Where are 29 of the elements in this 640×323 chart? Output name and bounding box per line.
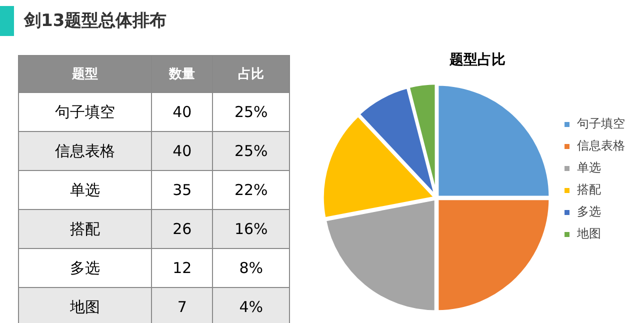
text: 22% xyxy=(212,170,290,210)
text: 12 xyxy=(152,248,213,288)
text: 26 xyxy=(152,210,213,248)
text: 35 xyxy=(152,170,213,210)
text: 单选 xyxy=(18,170,152,210)
text: 剑13题型总体排布 xyxy=(24,10,167,32)
text: 4% xyxy=(212,288,290,323)
chart-title: 题型占比 xyxy=(448,52,506,68)
text: 16% xyxy=(212,210,290,248)
legend-label: 多选 xyxy=(577,204,601,219)
text: 7 xyxy=(152,288,213,323)
legend-label: 句子填空 xyxy=(577,116,625,131)
text: 地图 xyxy=(18,288,152,323)
text: 信息表格 xyxy=(18,132,152,170)
text: 40 xyxy=(152,132,213,170)
text: 25% xyxy=(212,132,290,170)
text: 8% xyxy=(212,248,290,288)
legend-label: 单选 xyxy=(577,160,601,175)
legend-label: 地图 xyxy=(576,226,601,241)
text: 多选 xyxy=(18,248,152,288)
legend-label: 搭配 xyxy=(577,182,601,197)
text: 搭配 xyxy=(18,210,152,248)
text: 句子填空 xyxy=(18,92,152,132)
legend-label: 信息表格 xyxy=(577,138,625,153)
text: 占比 xyxy=(212,56,290,92)
text: 数量 xyxy=(152,56,213,92)
text: 25% xyxy=(212,92,290,132)
text: 40 xyxy=(152,92,213,132)
text: 题型 xyxy=(18,56,152,92)
